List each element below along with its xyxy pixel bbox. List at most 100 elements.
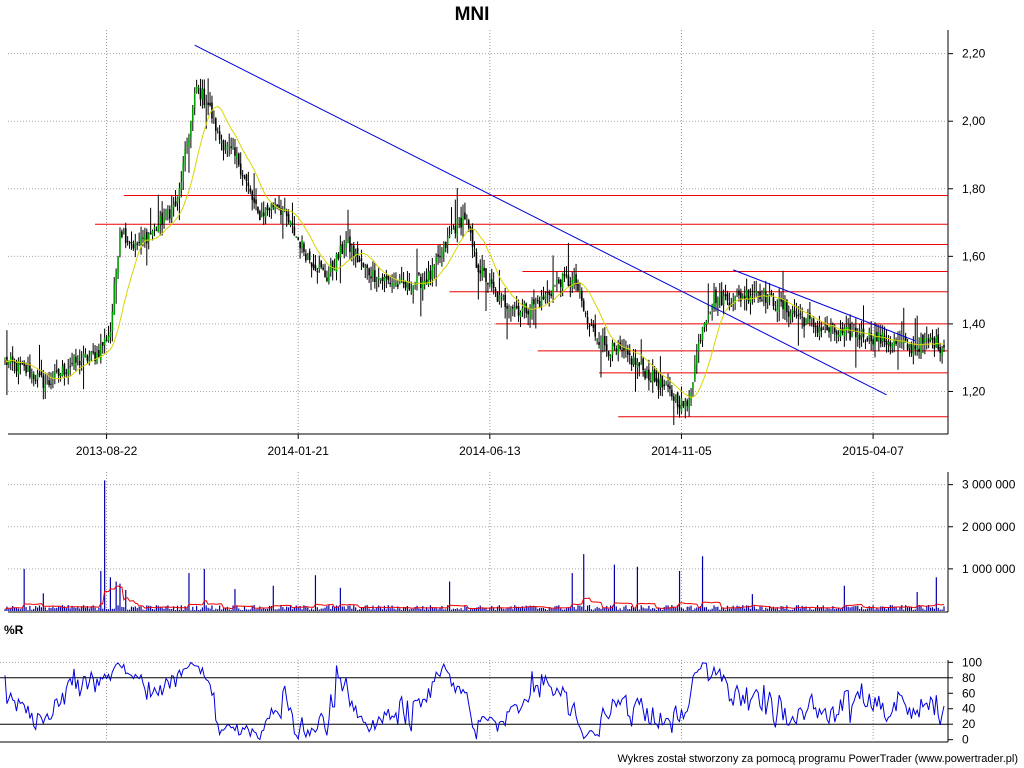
candle-body <box>88 356 91 364</box>
candle-body <box>192 107 194 121</box>
candle-body <box>404 282 407 288</box>
candle-body <box>15 361 18 372</box>
candle-body <box>216 127 219 129</box>
candle-body <box>398 277 401 285</box>
candle-body <box>864 340 867 342</box>
candle-body <box>312 263 315 269</box>
candle-body <box>188 138 190 147</box>
candle-body <box>650 381 652 383</box>
candle-body <box>400 278 403 280</box>
candle-body <box>512 307 514 309</box>
candle-body <box>255 199 257 205</box>
candle-body <box>295 236 298 238</box>
volume-grid <box>8 472 948 612</box>
candle-body <box>803 317 805 327</box>
candle-body <box>61 366 64 376</box>
candle-body <box>789 313 792 320</box>
candle-body <box>441 250 443 258</box>
candle-body <box>922 335 924 344</box>
candle-body <box>590 324 593 326</box>
candle-body <box>755 291 757 293</box>
candle-body <box>747 289 750 301</box>
candle-body <box>149 232 152 234</box>
candle-body <box>44 383 47 392</box>
candle-body <box>477 265 480 272</box>
candle-body <box>21 362 24 364</box>
candle-body <box>586 316 589 324</box>
candle-body <box>535 301 537 303</box>
candle-body <box>103 337 106 346</box>
candle-body <box>625 348 627 352</box>
candle-body <box>80 361 83 363</box>
candle-body <box>569 284 572 287</box>
candle-body <box>153 226 156 230</box>
candle-body <box>257 207 259 214</box>
candle-body <box>159 215 162 224</box>
candle-body <box>529 310 531 318</box>
candle-body <box>464 212 466 220</box>
candle-body <box>224 147 227 149</box>
candle-body <box>577 283 579 291</box>
candle-body <box>264 207 267 218</box>
candle-body <box>567 274 570 286</box>
candle-body <box>858 335 861 340</box>
candle-body <box>510 309 512 311</box>
candle-body <box>239 163 242 175</box>
candle-body <box>55 370 58 372</box>
candle-body <box>920 337 922 355</box>
candle-body <box>640 361 643 365</box>
candle-body <box>669 386 671 389</box>
candle-body <box>247 182 250 186</box>
candle-body <box>787 311 790 317</box>
candle-body <box>280 208 282 215</box>
candle-body <box>406 280 409 291</box>
candle-body <box>759 291 761 300</box>
candle-body <box>835 331 838 335</box>
candle-body <box>883 335 886 343</box>
candle-body <box>232 147 234 149</box>
candle-body <box>542 296 545 300</box>
candle-body <box>517 305 520 316</box>
candle-body <box>475 251 478 268</box>
candle-body <box>467 220 470 229</box>
candle-body <box>8 360 10 365</box>
candle-body <box>646 370 648 376</box>
candle-body <box>138 241 140 243</box>
volume-y-axis: 1 000 000 2 000 000 3 000 000 <box>948 478 1016 576</box>
candle-body <box>220 141 223 143</box>
candle-body <box>351 247 353 253</box>
volume-average <box>4 585 945 610</box>
price-y-tick-label: 1,80 <box>962 182 986 196</box>
candle-body <box>77 357 79 360</box>
candle-body <box>559 279 562 287</box>
candle-body <box>163 217 165 223</box>
candle-body <box>565 276 568 278</box>
candle-body <box>370 276 372 279</box>
candle-body <box>697 342 700 352</box>
candle-body <box>63 363 66 375</box>
volume-y-tick-label: 3 000 000 <box>962 478 1016 492</box>
candle-body <box>358 260 361 262</box>
candle-body <box>115 270 117 284</box>
volume-y-tick-label: 1 000 000 <box>962 562 1016 576</box>
candle-body <box>793 310 796 314</box>
candle-body <box>611 342 614 356</box>
candle-body <box>429 270 432 280</box>
candle-body <box>483 267 485 271</box>
candle-body <box>146 231 148 244</box>
candle-body <box>481 266 483 277</box>
volume-bars <box>4 480 945 611</box>
candle-body <box>741 296 744 299</box>
candle-body <box>887 342 890 345</box>
candle-body <box>833 327 836 333</box>
candle-body <box>418 272 420 275</box>
candle-body <box>728 302 731 307</box>
volume-average-line <box>4 585 945 610</box>
candle-body <box>588 326 591 328</box>
candle-body <box>791 310 794 313</box>
candle-body <box>268 208 271 211</box>
candle-body <box>623 347 625 351</box>
candle-body <box>391 283 393 287</box>
candle-body <box>701 327 704 341</box>
